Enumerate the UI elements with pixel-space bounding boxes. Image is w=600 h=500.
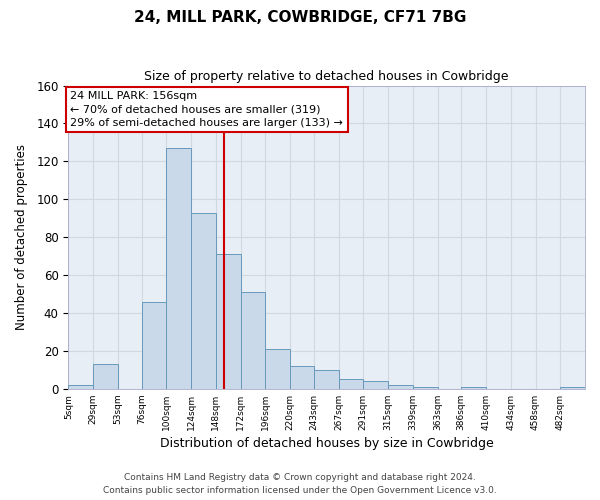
Bar bbox=[364, 381, 388, 389]
Bar bbox=[413, 387, 437, 389]
Text: Contains HM Land Registry data © Crown copyright and database right 2024.
Contai: Contains HM Land Registry data © Crown c… bbox=[103, 474, 497, 495]
Bar bbox=[461, 387, 486, 389]
Bar bbox=[290, 366, 314, 389]
Bar bbox=[338, 380, 364, 389]
Bar bbox=[191, 212, 216, 389]
Bar bbox=[216, 254, 241, 389]
Text: 24, MILL PARK, COWBRIDGE, CF71 7BG: 24, MILL PARK, COWBRIDGE, CF71 7BG bbox=[134, 10, 466, 25]
Bar bbox=[265, 349, 290, 389]
Title: Size of property relative to detached houses in Cowbridge: Size of property relative to detached ho… bbox=[145, 70, 509, 83]
X-axis label: Distribution of detached houses by size in Cowbridge: Distribution of detached houses by size … bbox=[160, 437, 494, 450]
Bar bbox=[142, 302, 166, 389]
Bar bbox=[166, 148, 191, 389]
Bar bbox=[314, 370, 338, 389]
Bar bbox=[388, 385, 413, 389]
Bar bbox=[68, 385, 93, 389]
Y-axis label: Number of detached properties: Number of detached properties bbox=[15, 144, 28, 330]
Bar bbox=[93, 364, 118, 389]
Text: 24 MILL PARK: 156sqm
← 70% of detached houses are smaller (319)
29% of semi-deta: 24 MILL PARK: 156sqm ← 70% of detached h… bbox=[70, 91, 343, 128]
Bar bbox=[241, 292, 265, 389]
Bar bbox=[560, 387, 585, 389]
